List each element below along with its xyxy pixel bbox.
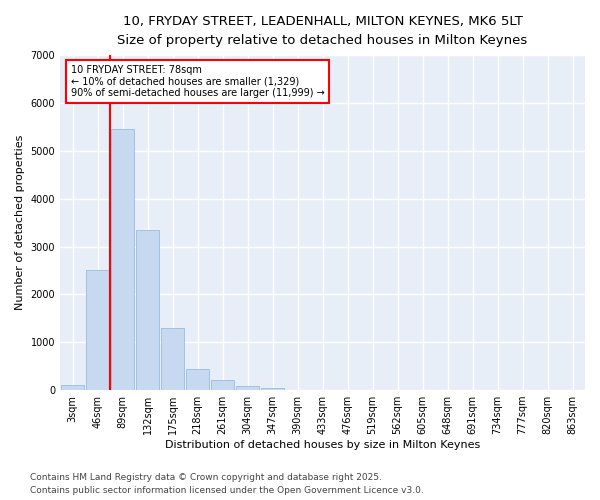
Bar — [236, 386, 259, 390]
Bar — [136, 230, 159, 390]
Bar — [261, 388, 284, 390]
Bar — [161, 328, 184, 390]
Y-axis label: Number of detached properties: Number of detached properties — [15, 135, 25, 310]
Bar — [111, 130, 134, 390]
X-axis label: Distribution of detached houses by size in Milton Keynes: Distribution of detached houses by size … — [165, 440, 480, 450]
Bar — [186, 368, 209, 390]
Bar — [86, 270, 109, 390]
Text: Contains HM Land Registry data © Crown copyright and database right 2025.
Contai: Contains HM Land Registry data © Crown c… — [30, 474, 424, 495]
Text: 10 FRYDAY STREET: 78sqm
← 10% of detached houses are smaller (1,329)
90% of semi: 10 FRYDAY STREET: 78sqm ← 10% of detache… — [71, 65, 324, 98]
Bar — [61, 386, 84, 390]
Bar — [211, 380, 234, 390]
Title: 10, FRYDAY STREET, LEADENHALL, MILTON KEYNES, MK6 5LT
Size of property relative : 10, FRYDAY STREET, LEADENHALL, MILTON KE… — [118, 15, 527, 47]
